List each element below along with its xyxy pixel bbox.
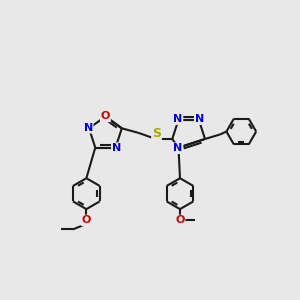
Text: S: S [152,127,161,140]
Text: O: O [101,111,110,122]
Text: O: O [175,215,185,225]
Text: N: N [112,143,121,153]
Text: O: O [82,215,91,225]
Text: N: N [173,114,182,124]
Text: N: N [195,114,204,124]
Text: N: N [173,143,182,153]
Text: N: N [83,123,93,133]
